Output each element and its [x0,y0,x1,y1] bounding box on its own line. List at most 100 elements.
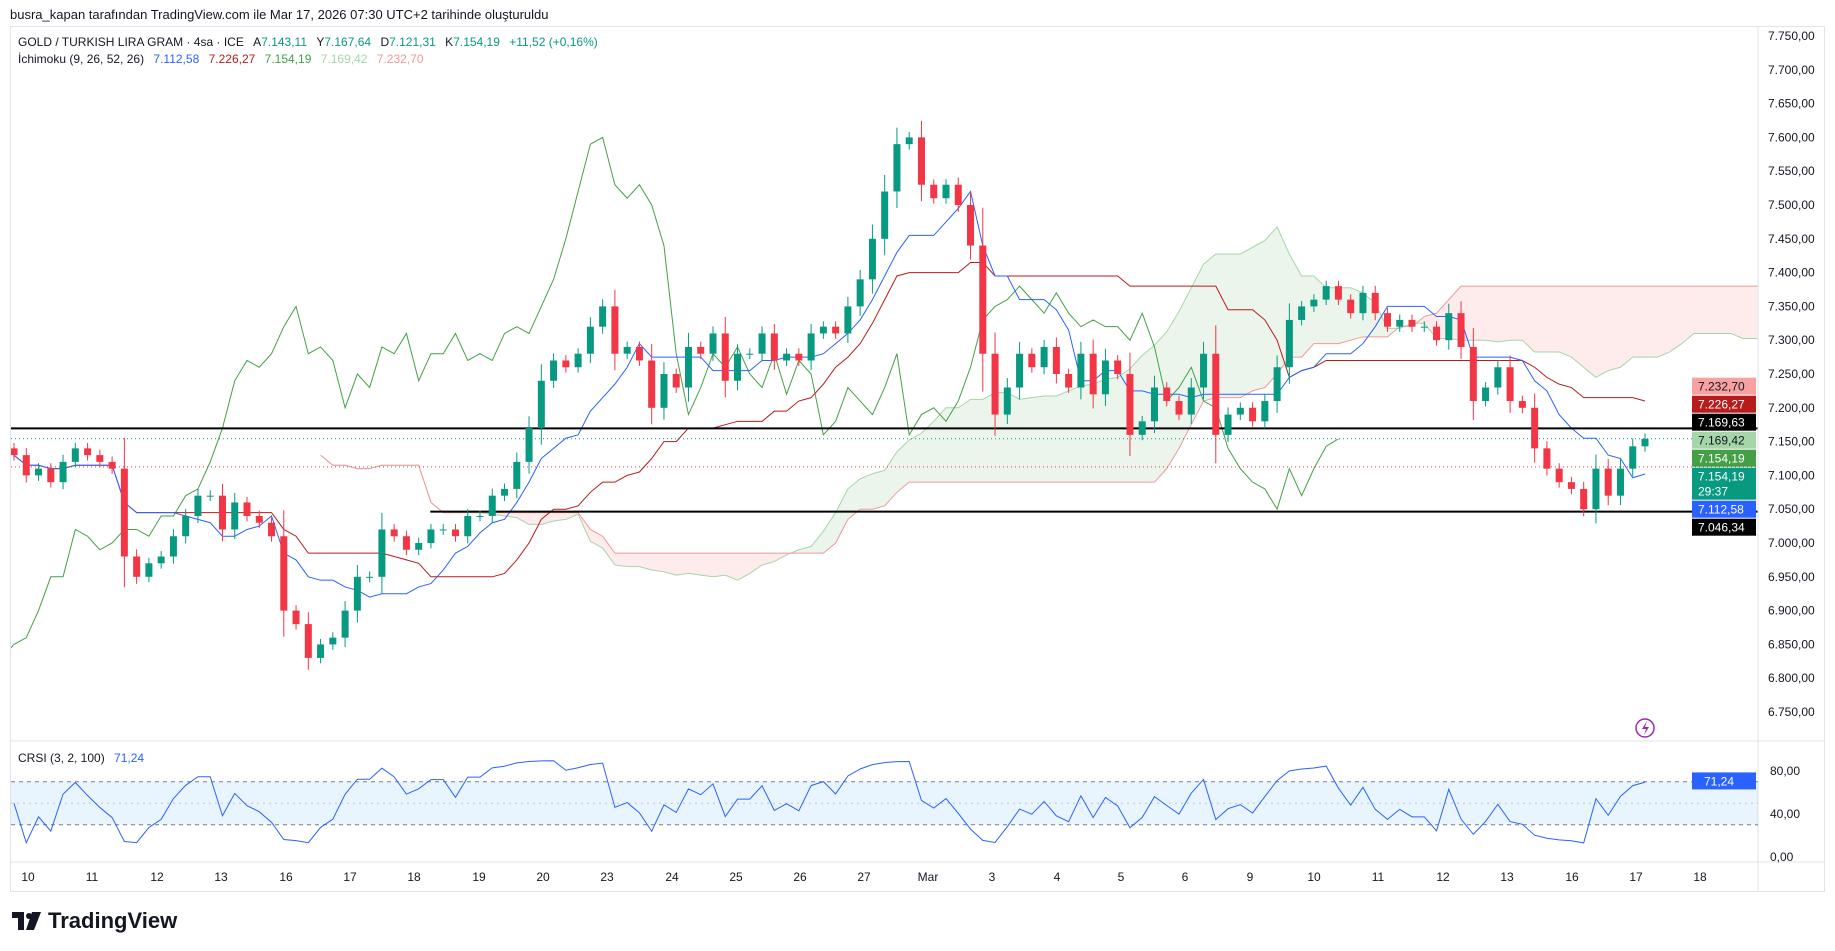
close-label: K [445,35,454,49]
ichimoku-cloud [1718,286,1731,334]
tenkan-value: 7.112,58 [153,52,200,66]
candle [697,346,705,354]
ichimoku-cloud [1571,286,1584,368]
ichimoku-cloud [798,546,812,554]
candle [1273,367,1281,402]
time-axis-label: 10 [21,870,35,884]
ichimoku-cloud [1228,254,1241,398]
symbol-legend: GOLD / TURKISH LIRA GRAM · 4sa · ICE A 7.… [18,35,598,49]
candle [967,205,975,246]
ichimoku-cloud [1829,286,1835,374]
candle [1469,346,1477,402]
candle [942,184,950,199]
candle [1494,367,1502,388]
time-axis-label: 25 [729,870,743,884]
ichimoku-cloud [835,488,848,543]
time-axis-label: 12 [150,870,164,884]
crsi-tag [1692,772,1756,790]
close-value: 7.154,19 [453,35,500,49]
price-axis-label: 7.350,00 [1768,299,1815,313]
spanB-value: 7.232,70 [376,52,424,66]
ichimoku-cloud [1068,385,1081,483]
candle [378,529,386,577]
crsi-legend: CRSI (3, 2, 100) 71,24 [18,751,144,765]
candle [1028,353,1036,368]
ichimoku-label[interactable]: İchimoku (9, 26, 52, 26) [18,52,145,66]
time-axis-label: 3 [989,870,996,884]
ichimoku-cloud [663,553,677,576]
candle [464,515,472,537]
candle [120,468,128,557]
candle [231,502,239,530]
ichimoku-cloud [847,478,861,520]
price-tag-label: 7.226,27 [1698,398,1745,412]
ichimoku-cloud [896,439,910,493]
span-b-line [320,285,1758,554]
candle [1101,360,1109,395]
ichimoku-cloud [823,512,836,554]
candle [709,333,717,354]
time-axis-label: 11 [86,870,99,884]
candle [255,515,263,523]
candle [537,380,545,429]
candle [1077,353,1085,388]
tradingview-logo[interactable]: TradingView [12,908,177,934]
time-axis-label: 18 [407,870,421,884]
ichimoku-cloud [700,553,713,577]
high-label: Y [316,35,325,49]
ichimoku-cloud [1743,286,1756,339]
price-axis-label: 7.500,00 [1768,198,1815,212]
price-axis-label: 7.750,00 [1768,29,1815,43]
open-label: A [253,35,262,49]
candle [991,353,999,415]
ichimoku-cloud [1669,286,1682,353]
candle [1347,299,1355,314]
price-axis-label: 6.800,00 [1768,671,1815,685]
crsi-label[interactable]: CRSI (3, 2, 100) [18,751,105,765]
candle [488,495,496,516]
candle [280,536,288,611]
time-axis-label: 13 [214,870,228,884]
ichimoku-cloud [1817,286,1829,360]
ichimoku-cloud [1179,287,1192,449]
price-tag [1692,467,1756,500]
ichimoku-cloud [921,421,934,483]
ichimoku-cloud [1166,311,1179,469]
price-tag [1692,377,1756,395]
time-axis-label: 13 [1500,870,1514,884]
price-axis-label: 7.000,00 [1768,536,1815,550]
candle [1641,438,1649,447]
candle [795,353,803,361]
ichimoku-cloud [1497,286,1511,342]
ichimoku-cloud [713,553,726,577]
candle [1114,360,1122,374]
candle [1334,286,1342,300]
candle [1629,446,1637,469]
crsi-axis-label: 0,00 [1770,850,1794,864]
price-pane [11,120,1835,670]
candle [905,137,913,145]
candle [893,144,901,192]
candle [525,428,533,462]
chart-frame [10,26,1825,892]
candle [1420,326,1428,328]
lightning-icon [1635,718,1655,738]
price-axis-label: 7.200,00 [1768,401,1815,415]
candle [1126,374,1134,435]
ichimoku-cloud [1240,247,1253,398]
low-value: 7.121,31 [389,35,436,49]
candle [881,191,889,239]
candle [1052,346,1060,374]
ichimoku-cloud [1080,384,1094,483]
symbol-title[interactable]: GOLD / TURKISH LIRA GRAM · 4sa · ICE [18,35,244,49]
candle [746,353,754,355]
candle [1065,374,1073,388]
price-tag [1692,413,1756,431]
candle [304,624,312,658]
change-value: +11,52 (+0,16%) [509,35,598,49]
ichimoku-cloud [811,531,824,554]
candle [734,353,742,381]
ichimoku-cloud [1093,379,1106,483]
ichimoku-cloud [1510,286,1523,341]
